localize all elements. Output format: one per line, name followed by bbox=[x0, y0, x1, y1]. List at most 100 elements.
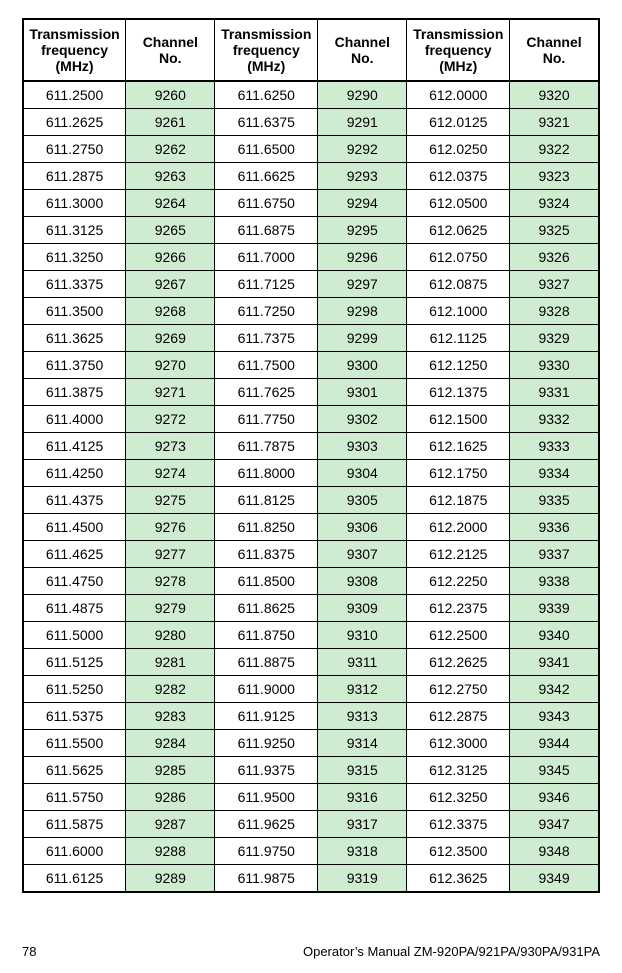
chan-cell: 9281 bbox=[126, 649, 215, 676]
freq-cell: 612.2375 bbox=[407, 595, 510, 622]
freq-cell: 611.4375 bbox=[23, 487, 126, 514]
chan-cell: 9293 bbox=[318, 163, 407, 190]
freq-cell: 611.4250 bbox=[23, 460, 126, 487]
chan-cell: 9277 bbox=[126, 541, 215, 568]
chan-cell: 9296 bbox=[318, 244, 407, 271]
freq-cell: 611.5250 bbox=[23, 676, 126, 703]
freq-cell: 612.3000 bbox=[407, 730, 510, 757]
chan-cell: 9286 bbox=[126, 784, 215, 811]
chan-cell: 9334 bbox=[510, 460, 599, 487]
freq-cell: 611.2500 bbox=[23, 81, 126, 109]
freq-cell: 612.0875 bbox=[407, 271, 510, 298]
freq-cell: 611.6750 bbox=[215, 190, 318, 217]
freq-header: Transmissionfrequency(MHz) bbox=[407, 19, 510, 81]
chan-cell: 9269 bbox=[126, 325, 215, 352]
freq-cell: 611.5125 bbox=[23, 649, 126, 676]
freq-cell: 612.2750 bbox=[407, 676, 510, 703]
freq-cell: 612.0625 bbox=[407, 217, 510, 244]
frequency-table: Transmissionfrequency(MHz)ChannelNo.Tran… bbox=[22, 18, 600, 893]
freq-cell: 611.6375 bbox=[215, 109, 318, 136]
chan-cell: 9331 bbox=[510, 379, 599, 406]
freq-cell: 612.3125 bbox=[407, 757, 510, 784]
chan-cell: 9317 bbox=[318, 811, 407, 838]
chan-cell: 9333 bbox=[510, 433, 599, 460]
page-number: 78 bbox=[22, 944, 36, 959]
table-row: 611.51259281611.88759311612.26259341 bbox=[23, 649, 599, 676]
chan-cell: 9275 bbox=[126, 487, 215, 514]
table-row: 611.57509286611.95009316612.32509346 bbox=[23, 784, 599, 811]
chan-cell: 9326 bbox=[510, 244, 599, 271]
table-row: 611.35009268611.72509298612.10009328 bbox=[23, 298, 599, 325]
table-row: 611.46259277611.83759307612.21259337 bbox=[23, 541, 599, 568]
chan-cell: 9320 bbox=[510, 81, 599, 109]
chan-cell: 9302 bbox=[318, 406, 407, 433]
chan-header: ChannelNo. bbox=[318, 19, 407, 81]
chan-cell: 9263 bbox=[126, 163, 215, 190]
chan-cell: 9308 bbox=[318, 568, 407, 595]
table-body: 611.25009260611.62509290612.00009320611.… bbox=[23, 81, 599, 892]
freq-cell: 611.3750 bbox=[23, 352, 126, 379]
table-row: 611.40009272611.77509302612.15009332 bbox=[23, 406, 599, 433]
chan-cell: 9266 bbox=[126, 244, 215, 271]
chan-cell: 9309 bbox=[318, 595, 407, 622]
freq-cell: 612.1125 bbox=[407, 325, 510, 352]
freq-cell: 612.0125 bbox=[407, 109, 510, 136]
freq-cell: 611.7125 bbox=[215, 271, 318, 298]
freq-cell: 612.3500 bbox=[407, 838, 510, 865]
freq-cell: 611.4625 bbox=[23, 541, 126, 568]
freq-cell: 611.2750 bbox=[23, 136, 126, 163]
chan-cell: 9346 bbox=[510, 784, 599, 811]
chan-cell: 9321 bbox=[510, 109, 599, 136]
freq-cell: 612.0375 bbox=[407, 163, 510, 190]
chan-cell: 9306 bbox=[318, 514, 407, 541]
chan-cell: 9305 bbox=[318, 487, 407, 514]
table-row: 611.42509274611.80009304612.17509334 bbox=[23, 460, 599, 487]
table-row: 611.48759279611.86259309612.23759339 bbox=[23, 595, 599, 622]
table-header-row: Transmissionfrequency(MHz)ChannelNo.Tran… bbox=[23, 19, 599, 81]
freq-cell: 612.2125 bbox=[407, 541, 510, 568]
freq-cell: 611.3875 bbox=[23, 379, 126, 406]
chan-cell: 9330 bbox=[510, 352, 599, 379]
freq-cell: 612.2625 bbox=[407, 649, 510, 676]
freq-header: Transmissionfrequency(MHz) bbox=[215, 19, 318, 81]
freq-cell: 612.1250 bbox=[407, 352, 510, 379]
freq-cell: 611.3125 bbox=[23, 217, 126, 244]
chan-cell: 9292 bbox=[318, 136, 407, 163]
chan-cell: 9300 bbox=[318, 352, 407, 379]
freq-cell: 611.9625 bbox=[215, 811, 318, 838]
table-row: 611.31259265611.68759295612.06259325 bbox=[23, 217, 599, 244]
chan-cell: 9288 bbox=[126, 838, 215, 865]
chan-cell: 9280 bbox=[126, 622, 215, 649]
table-row: 611.43759275611.81259305612.18759335 bbox=[23, 487, 599, 514]
freq-cell: 611.8750 bbox=[215, 622, 318, 649]
chan-cell: 9298 bbox=[318, 298, 407, 325]
table-row: 611.56259285611.93759315612.31259345 bbox=[23, 757, 599, 784]
chan-cell: 9299 bbox=[318, 325, 407, 352]
chan-header: ChannelNo. bbox=[510, 19, 599, 81]
chan-cell: 9270 bbox=[126, 352, 215, 379]
freq-cell: 611.8375 bbox=[215, 541, 318, 568]
chan-cell: 9274 bbox=[126, 460, 215, 487]
chan-cell: 9273 bbox=[126, 433, 215, 460]
freq-cell: 611.3500 bbox=[23, 298, 126, 325]
freq-cell: 611.7500 bbox=[215, 352, 318, 379]
freq-cell: 611.4750 bbox=[23, 568, 126, 595]
chan-cell: 9348 bbox=[510, 838, 599, 865]
chan-cell: 9314 bbox=[318, 730, 407, 757]
freq-cell: 611.8000 bbox=[215, 460, 318, 487]
freq-cell: 612.0250 bbox=[407, 136, 510, 163]
table-row: 611.32509266611.70009296612.07509326 bbox=[23, 244, 599, 271]
chan-cell: 9310 bbox=[318, 622, 407, 649]
chan-cell: 9272 bbox=[126, 406, 215, 433]
freq-cell: 612.0500 bbox=[407, 190, 510, 217]
freq-cell: 611.3375 bbox=[23, 271, 126, 298]
freq-cell: 611.8875 bbox=[215, 649, 318, 676]
chan-cell: 9338 bbox=[510, 568, 599, 595]
chan-cell: 9343 bbox=[510, 703, 599, 730]
chan-cell: 9267 bbox=[126, 271, 215, 298]
freq-cell: 611.7875 bbox=[215, 433, 318, 460]
chan-cell: 9285 bbox=[126, 757, 215, 784]
chan-cell: 9335 bbox=[510, 487, 599, 514]
chan-cell: 9260 bbox=[126, 81, 215, 109]
chan-cell: 9341 bbox=[510, 649, 599, 676]
